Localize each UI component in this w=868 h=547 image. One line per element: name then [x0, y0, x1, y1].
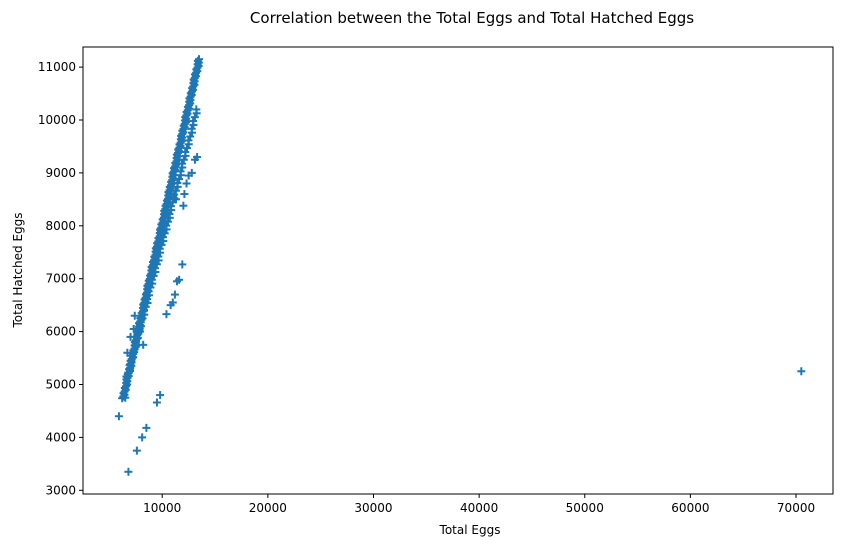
data-point-marker [193, 153, 202, 162]
data-point-marker [182, 179, 191, 188]
data-point-marker [187, 124, 196, 133]
x-axis-label: Total Eggs [439, 523, 501, 537]
data-point-marker [170, 290, 179, 299]
data-point-marker [162, 310, 171, 319]
data-point-marker [181, 148, 190, 157]
data-point-marker [142, 423, 151, 432]
y-tick-label: 3000 [45, 483, 76, 497]
y-axis-label: Total Hatched Eggs [11, 212, 25, 328]
data-point-marker [190, 113, 199, 122]
y-tick-label: 4000 [45, 430, 76, 444]
data-point-marker [168, 298, 177, 307]
y-tick-label: 11000 [38, 60, 76, 74]
data-point-marker [192, 105, 201, 114]
x-tick-label: 20000 [249, 501, 287, 515]
y-axis-ticks: 3000 4000 5000 6000 7000 8000 9000 10000 11000 [38, 60, 83, 497]
x-tick-label: 60000 [671, 501, 709, 515]
y-tick-label: 6000 [45, 325, 76, 339]
x-tick-label: 40000 [460, 501, 498, 515]
data-point-marker [797, 367, 806, 376]
data-point-marker [178, 260, 187, 269]
y-tick-label: 5000 [45, 377, 76, 391]
data-point-marker [195, 55, 204, 64]
x-tick-label: 10000 [143, 501, 181, 515]
x-tick-label: 50000 [566, 501, 604, 515]
x-axis-ticks: 10000 20000 30000 40000 50000 60000 70000 [143, 494, 815, 515]
data-point-marker [156, 391, 165, 400]
x-tick-label: 30000 [354, 501, 392, 515]
data-point-marker [189, 117, 198, 126]
y-tick-label: 10000 [38, 113, 76, 127]
data-point-marker [152, 398, 161, 407]
data-point-marker [180, 190, 189, 199]
data-point-marker [186, 132, 195, 141]
data-point-marker [138, 433, 147, 442]
data-point-marker [114, 412, 123, 421]
data-point-marker [187, 168, 196, 177]
plot-frame [82, 46, 834, 495]
data-point-marker [132, 446, 141, 455]
x-tick-label: 70000 [777, 501, 815, 515]
data-point-marker [130, 311, 139, 320]
data-points [114, 55, 806, 476]
data-point-marker [124, 467, 133, 476]
chart-title: Correlation between the Total Eggs and T… [250, 9, 694, 27]
y-tick-label: 9000 [45, 166, 76, 180]
y-tick-label: 8000 [45, 219, 76, 233]
data-point-marker [179, 201, 188, 210]
data-point-marker [139, 340, 148, 349]
y-tick-label: 7000 [45, 272, 76, 286]
data-point-marker [175, 275, 184, 284]
